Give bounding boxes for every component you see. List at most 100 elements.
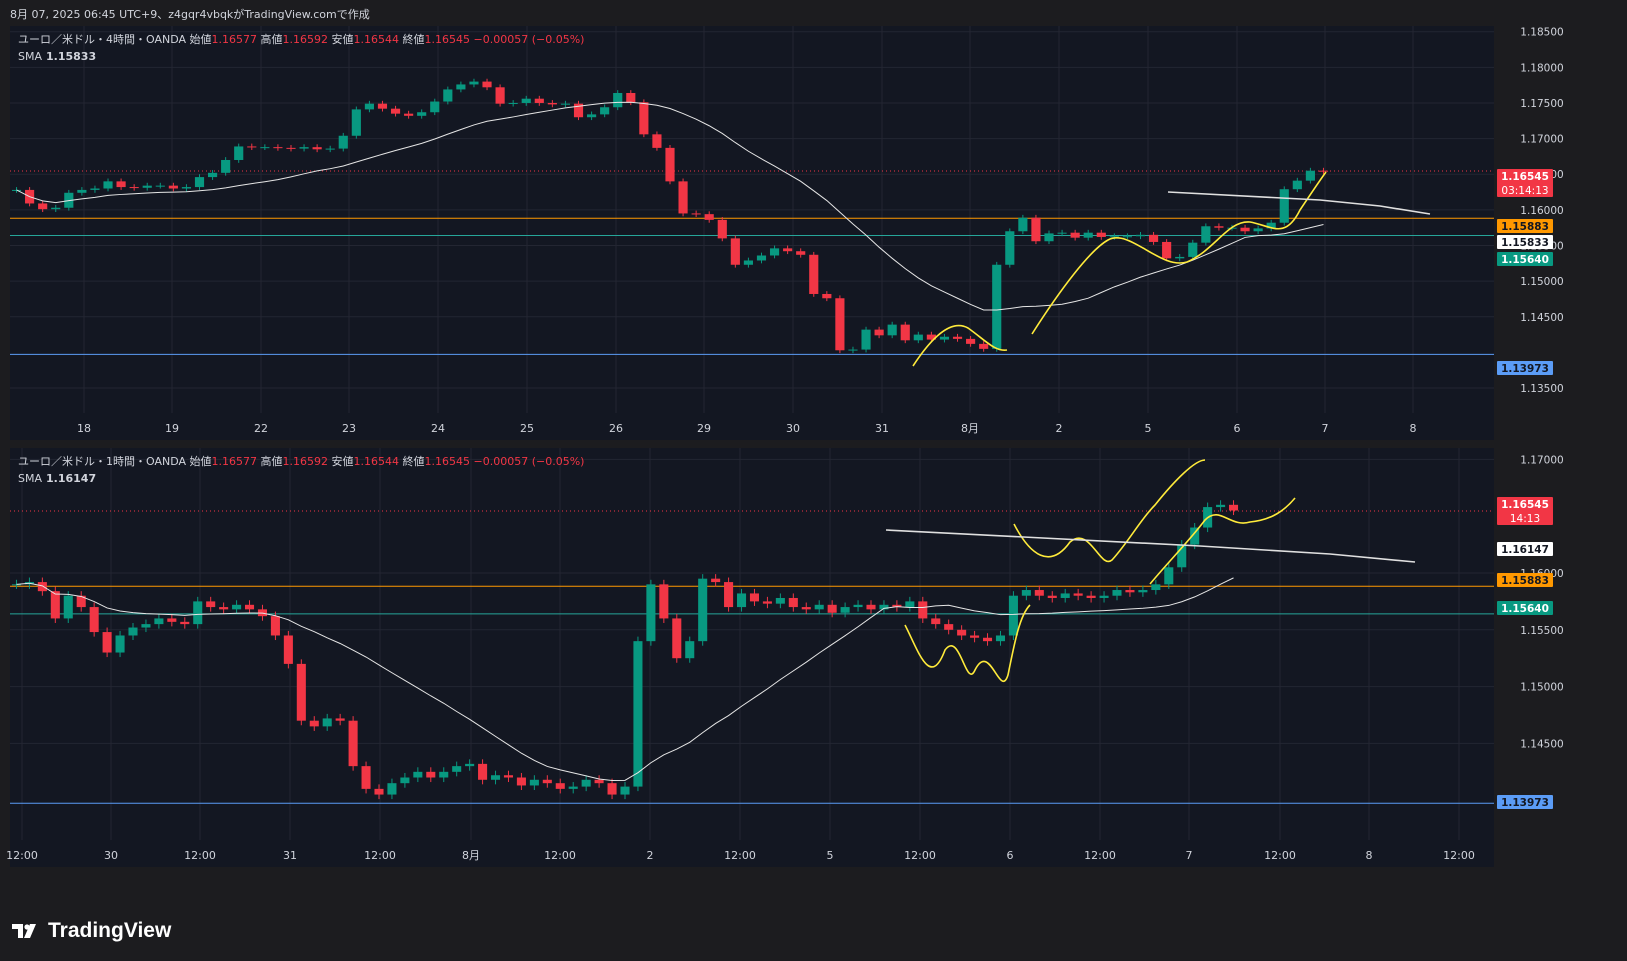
candle-body [1175,256,1185,259]
x-tick-label: 24 [431,422,445,435]
candle-body [387,783,397,795]
candle-body [456,84,466,90]
candle-body [1122,236,1132,238]
candle-body [374,788,384,795]
price-label: 1.16545 [1501,499,1549,511]
x-tick-label: 26 [609,422,623,435]
x-tick-label: 22 [254,422,268,435]
candle-body [443,89,453,102]
candle-body [439,771,449,778]
price-label: 1.16545 [1501,171,1549,183]
y-tick-label: 1.18000 [1520,62,1563,74]
candle-body [749,593,760,602]
candle-body [180,621,190,625]
x-tick-label: 5 [827,849,834,862]
candle-body [247,146,257,148]
candle-body [952,336,963,339]
x-tick-label: 12:00 [1264,849,1296,862]
candle-body [1086,595,1096,598]
candle-body [542,779,552,784]
candle-body [128,627,138,636]
candle-body [299,147,309,149]
candle-body [193,601,203,625]
y-tick-label: 1.17000 [1520,454,1563,466]
candle-body [724,582,734,608]
legend-ohlc: ユーロ／米ドル・1時間・OANDA 始値1.16577 高値1.16592 安値… [18,454,584,468]
candle-body [607,783,617,795]
candle-body [1279,189,1289,223]
candle-body [1005,231,1015,265]
candle-body [756,255,767,261]
price-label-box [1497,235,1553,249]
candle-body [769,248,780,256]
candle-body [626,92,636,103]
candle-body [364,103,374,110]
candle-body [652,134,662,148]
x-tick-label: 25 [520,422,534,435]
tradingview-logo-text: TradingView [48,919,172,942]
candle-body [814,604,824,610]
candle-body [783,248,793,252]
candle-body [982,637,993,642]
candle-body [547,102,557,105]
yellow-curve-drawing [1031,171,1327,335]
price-label: 1.13973 [1501,797,1549,809]
candle-body [244,604,255,610]
x-tick-label: 6 [1007,849,1014,862]
candle-body [827,604,837,613]
x-tick-label: 8 [1366,849,1373,862]
candle-body [587,114,597,118]
candle-body [600,107,610,115]
tradingview-logo[interactable]: TradingView [12,916,171,946]
y-tick-label: 1.13500 [1520,383,1563,395]
candle-body [1151,584,1161,591]
candle-body [918,601,928,619]
candle-body [1318,170,1329,172]
candle-body [232,604,242,610]
sma-line [16,101,1324,311]
candle-body [1135,234,1146,237]
candle-body [1034,590,1044,596]
candle-body [762,601,772,604]
candle-body [633,641,643,787]
candle-body [698,578,708,642]
candle-body [835,298,845,351]
candle-body [325,148,335,150]
x-tick-label: 12:00 [364,849,396,862]
candle-body [1057,232,1067,234]
tradingview-logo-icon [12,924,36,938]
candle-body [1138,590,1148,593]
snapshot-header: 8月 07, 2025 06:45 UTC+9、z4gqr4vbqkがTradi… [10,8,370,21]
y-tick-label: 1.15500 [1520,625,1563,637]
price-label-box [1497,252,1553,266]
sma-line [16,577,1234,781]
legend-sma-value: 1.16147 [46,472,96,485]
legend-ohlc: ユーロ／米ドル・4時間・OANDA 始値1.16577 高値1.16592 安値… [18,32,584,46]
candle-body [361,766,371,789]
x-tick-label: 12:00 [904,849,936,862]
y-tick-label: 1.14500 [1520,738,1563,750]
candle-body [613,92,623,108]
candle-body [730,238,740,265]
candle-body [521,98,531,103]
candle-body [1047,595,1057,598]
y-tick-label: 1.14500 [1520,312,1563,324]
candle-body [1125,590,1135,593]
candle-body [181,187,192,189]
candle-body [478,763,488,780]
candle-body [568,786,578,789]
x-tick-label: 8 [1410,422,1417,435]
candle-body [788,597,798,608]
candle-body [1070,232,1080,238]
candle-body [944,624,954,630]
x-tick-label: 12:00 [1443,849,1475,862]
candle-body [736,593,747,608]
candle-body [1021,590,1031,596]
candle-body [892,604,902,608]
x-tick-label: 18 [77,422,91,435]
price-label: 1.15883 [1501,221,1549,233]
candle-body [495,87,505,104]
x-tick-label: 5 [1145,422,1152,435]
candle-body [1266,222,1276,229]
